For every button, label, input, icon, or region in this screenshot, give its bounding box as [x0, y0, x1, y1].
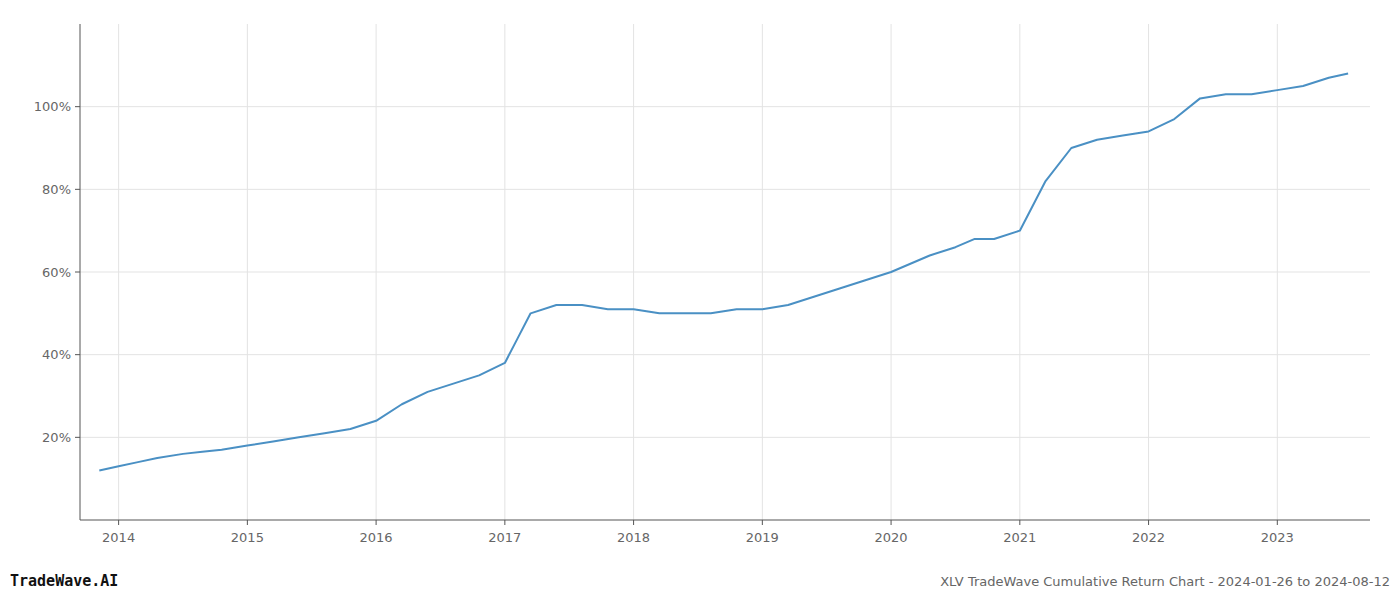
x-tick: [891, 520, 892, 525]
watermark: TradeWave.AI: [10, 572, 118, 590]
y-grid-line: [80, 354, 1370, 355]
x-tick: [247, 520, 248, 525]
x-tick-label: 2014: [102, 530, 135, 545]
x-tick: [1019, 520, 1020, 525]
y-grid-line: [80, 106, 1370, 107]
y-tick-label: 20%: [42, 430, 71, 445]
x-tick-label: 2019: [746, 530, 779, 545]
axes: 2014 2015 2016 2017 2018 2019 2020 2021 2022 2023…: [34, 24, 1370, 545]
y-tick-label: 60%: [42, 265, 71, 280]
y-grid-line: [80, 189, 1370, 190]
chart-svg: 2014 2015 2016 2017 2018 2019 2020 2021 2022 2023…: [0, 0, 1400, 600]
x-tick-label: 2021: [1003, 530, 1036, 545]
y-tick: [75, 106, 80, 107]
x-tick-label: 2017: [488, 530, 521, 545]
x-tick-label: 2022: [1132, 530, 1165, 545]
x-axis-line: [80, 520, 1370, 521]
y-tick: [75, 272, 80, 273]
y-tick: [75, 189, 80, 190]
return-line: [99, 74, 1348, 471]
y-grid-line: [80, 272, 1370, 273]
y-grid-line: [80, 437, 1370, 438]
x-tick-label: 2023: [1261, 530, 1294, 545]
chart-container: 2014 2015 2016 2017 2018 2019 2020 2021 2022 2023…: [0, 0, 1400, 600]
x-tick: [376, 520, 377, 525]
x-tick-label: 2015: [231, 530, 264, 545]
y-tick-label: 40%: [42, 347, 71, 362]
x-tick: [633, 520, 634, 525]
y-tick: [75, 354, 80, 355]
x-tick: [1277, 520, 1278, 525]
y-tick-label: 100%: [34, 99, 71, 114]
x-tick: [118, 520, 119, 525]
y-tick-label: 80%: [42, 182, 71, 197]
x-tick-label: 2016: [360, 530, 393, 545]
grid: [80, 24, 1370, 520]
x-tick-label: 2020: [875, 530, 908, 545]
chart-title: XLV TradeWave Cumulative Return Chart - …: [940, 574, 1390, 589]
x-tick: [762, 520, 763, 525]
x-tick-label: 2018: [617, 530, 650, 545]
plot-data: [99, 74, 1348, 471]
y-tick: [75, 437, 80, 438]
x-tick: [504, 520, 505, 525]
x-tick: [1148, 520, 1149, 525]
